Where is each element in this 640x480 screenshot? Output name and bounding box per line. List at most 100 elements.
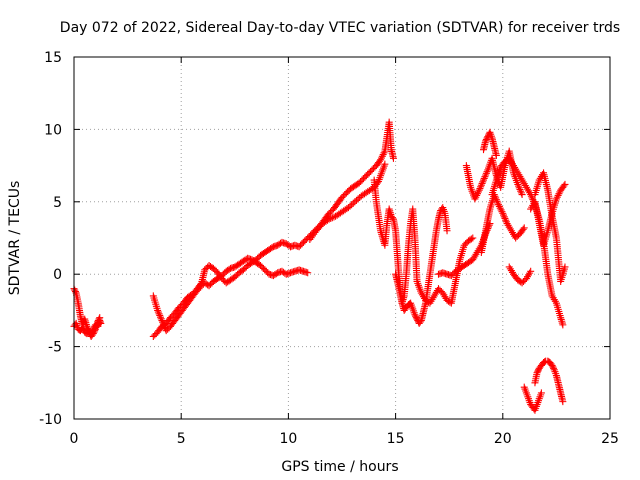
data-point — [519, 225, 527, 233]
data-point — [560, 182, 568, 190]
data-point — [467, 235, 475, 243]
data-point — [500, 211, 508, 219]
data-point — [472, 193, 480, 201]
data-point — [482, 169, 490, 177]
data-point — [351, 198, 359, 206]
series-trds-seg-4-11 — [149, 254, 312, 340]
data-point — [479, 178, 487, 186]
data-point — [561, 263, 569, 271]
grid-lines — [74, 57, 610, 419]
data-point — [514, 180, 522, 188]
data-point — [533, 369, 541, 377]
data-point — [79, 325, 87, 333]
data-point — [477, 183, 485, 191]
data-point — [518, 191, 526, 199]
data-markers — [70, 118, 569, 414]
data-point — [534, 367, 542, 375]
data-point — [473, 191, 481, 199]
data-point — [493, 197, 501, 205]
data-point — [516, 185, 524, 193]
x-axis-label: GPS time / hours — [281, 459, 398, 475]
data-point — [498, 208, 506, 216]
data-point — [156, 311, 164, 319]
data-point — [159, 320, 167, 328]
data-point — [94, 318, 102, 326]
data-point — [481, 173, 489, 181]
y-tick-label: 0 — [53, 267, 62, 283]
series-trds-seg-19-20 — [480, 128, 500, 159]
data-point — [559, 321, 567, 329]
data-point — [496, 204, 504, 212]
data-point — [90, 328, 98, 336]
data-point — [158, 317, 166, 325]
data-point — [471, 195, 479, 203]
data-point — [346, 202, 354, 210]
x-tick-label: 0 — [70, 431, 79, 447]
data-point — [495, 202, 503, 210]
data-point — [552, 195, 560, 203]
data-point — [476, 185, 484, 193]
y-tick-label: -5 — [48, 340, 62, 356]
data-point — [89, 330, 97, 338]
data-point — [389, 154, 397, 162]
data-point — [95, 315, 103, 323]
data-point — [156, 313, 164, 321]
data-point — [71, 286, 79, 294]
data-point — [348, 201, 356, 209]
data-point — [480, 174, 488, 182]
y-axis-label: SDTVAR / TECUs — [7, 181, 23, 296]
data-point — [412, 314, 420, 322]
y-tick-label: 15 — [44, 50, 62, 66]
data-point — [474, 188, 482, 196]
data-point — [378, 152, 386, 160]
data-point — [469, 234, 477, 242]
data-point — [482, 171, 490, 179]
data-point — [500, 213, 508, 221]
axis-ticks: 0 5 10 15 20 25 -10 -5 0 5 10 15 — [39, 50, 619, 447]
data-point — [497, 206, 505, 214]
data-point — [520, 224, 528, 232]
data-point — [344, 204, 352, 212]
y-tick-label: 10 — [44, 122, 62, 138]
data-point — [559, 398, 567, 406]
chart-title: Day 072 of 2022, Sidereal Day-to-day VTE… — [60, 20, 620, 36]
series-trds-seg-19-21 — [477, 191, 528, 256]
data-point — [495, 201, 503, 209]
series-trds-seg-21-23c — [527, 180, 569, 249]
data-point — [492, 196, 500, 204]
data-point — [550, 364, 558, 372]
data-point — [155, 310, 163, 318]
y-tick-label: -10 — [39, 412, 62, 428]
plot-frame — [73, 56, 611, 420]
data-point — [349, 199, 357, 207]
data-point — [494, 199, 502, 207]
data-point — [483, 168, 491, 176]
data-point — [328, 214, 336, 222]
data-point — [517, 187, 525, 195]
data-point — [553, 193, 561, 201]
data-point — [304, 269, 312, 277]
data-point — [501, 214, 509, 222]
x-tick-label: 15 — [387, 431, 405, 447]
data-point — [548, 361, 556, 369]
y-tick-label: 5 — [53, 195, 62, 211]
data-point — [537, 389, 545, 397]
data-point — [381, 160, 389, 168]
data-point — [475, 186, 483, 194]
data-point — [160, 322, 168, 330]
data-point — [380, 149, 388, 157]
data-point — [515, 182, 523, 190]
series-trds-seg-20-21 — [505, 263, 535, 287]
series-trds-seg-4-11b — [149, 238, 295, 335]
data-point — [492, 194, 500, 202]
data-point — [94, 317, 102, 325]
data-point — [478, 179, 486, 187]
series-trds-seg-0-1b — [70, 285, 104, 340]
data-point — [477, 181, 485, 189]
data-point — [388, 214, 396, 222]
series-trds-seg-10-15b — [306, 160, 389, 243]
data-point — [554, 191, 562, 199]
data-point — [527, 267, 535, 275]
data-point — [482, 137, 490, 145]
